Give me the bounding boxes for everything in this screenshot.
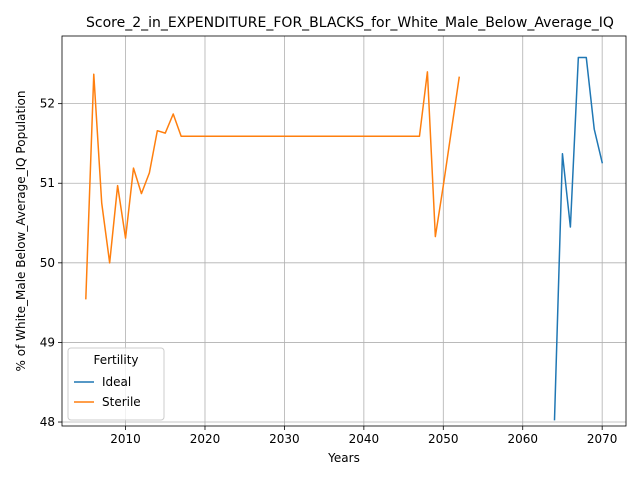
x-tick-label: 2010 [110, 432, 141, 446]
legend-label-ideal: Ideal [102, 375, 131, 389]
legend-label-sterile: Sterile [102, 395, 141, 409]
y-axis-ticks: 48 49 50 51 52 [40, 97, 62, 429]
grid-layer [62, 36, 626, 426]
plot-frame [61, 35, 627, 427]
x-tick-label: 2050 [428, 432, 459, 446]
y-tick-label: 51 [40, 176, 55, 190]
legend-title: Fertility [93, 353, 138, 367]
x-axis-label: Years [327, 451, 360, 465]
series-line-ideal [553, 56, 604, 421]
x-tick-label: 2020 [190, 432, 221, 446]
series-line-sterile [85, 71, 461, 300]
legend: Fertility Ideal Sterile [67, 347, 165, 421]
y-tick-label: 48 [40, 415, 55, 429]
y-tick-label: 49 [40, 335, 55, 349]
x-axis-ticks: 2010 2020 2030 2040 2050 2060 2070 [110, 426, 617, 446]
y-tick-label: 52 [40, 97, 55, 111]
legend-items: Ideal Sterile [74, 375, 141, 409]
x-tick-label: 2060 [507, 432, 538, 446]
y-axis-label: % of White_Male Below_Average_IQ Populat… [14, 91, 28, 372]
y-tick-label: 50 [40, 256, 55, 270]
x-tick-label: 2070 [587, 432, 618, 446]
x-tick-label: 2040 [349, 432, 380, 446]
x-tick-label: 2030 [269, 432, 300, 446]
series-layer [85, 56, 604, 421]
chart-title: Score_2_in_EXPENDITURE_FOR_BLACKS_for_Wh… [86, 15, 614, 31]
